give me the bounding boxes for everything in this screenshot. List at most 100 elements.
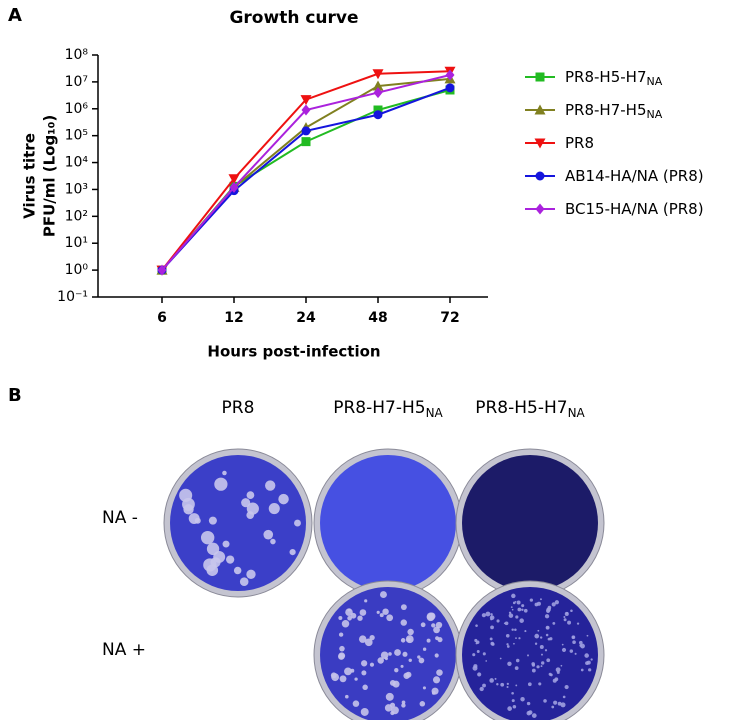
legend-name: PR8 [565,134,594,152]
plaque [560,664,563,667]
plaque [561,647,567,652]
plaque [394,668,399,673]
plaque [543,699,547,703]
plaque [564,685,569,690]
plaque [555,667,561,673]
point [373,105,383,115]
plaque [402,651,408,657]
y-tick-label: 10⁻¹ [57,289,88,305]
plaque [500,682,505,687]
plaque [400,619,407,626]
plaque [521,608,524,612]
plaque [392,680,400,688]
plaque [401,703,406,708]
plaque [384,657,388,661]
plaque [489,678,494,683]
plaque [364,638,373,647]
plaque [540,665,543,668]
plaque [556,670,560,674]
plaque [545,633,549,637]
plaque [561,643,564,646]
point [372,69,384,80]
plaque [426,613,435,622]
plaque [580,668,584,672]
row-label: NA - [102,508,138,528]
plaque [420,622,426,628]
plaque [263,529,274,540]
legend-name: AB14-HA/NA (PR8) [565,167,704,185]
plaque [506,643,509,646]
plaque [330,672,337,679]
plaque [265,480,276,491]
plaque [268,502,280,515]
legend-label: BC15-HA/NA (PR8) [565,200,704,218]
plaque [354,677,358,681]
plaque [479,686,484,692]
chart-title: Growth curve [229,8,358,28]
plaque [527,654,530,657]
column-subscript: NA [568,406,586,420]
plaque [518,637,521,640]
plaque [496,619,500,623]
y-tick-label: 10¹ [65,235,88,251]
plaque [511,628,514,631]
plaque [515,637,517,639]
plaque [358,635,367,643]
point [301,137,311,147]
plaque [475,642,478,645]
plaque [362,684,368,691]
y-axis-label: PFU/ml (Log₁₀) [41,115,59,237]
plate [462,587,598,720]
plaque [407,628,414,636]
plaque [537,629,540,632]
y-tick-label: 10⁷ [65,74,88,90]
plaque [494,677,497,680]
plaque [499,657,502,660]
plaque [576,622,580,625]
plaque [524,630,527,633]
plaque [400,664,404,668]
plaque [338,653,345,660]
y-tick-label: 10² [65,208,88,224]
plaque [507,661,512,666]
plaque [490,616,493,618]
point [300,95,312,106]
plaque [547,605,552,610]
plaque [539,645,544,650]
plaque [565,612,569,615]
plaque [511,608,514,611]
point [535,203,545,215]
plaque [422,686,426,690]
plaque [482,652,486,656]
plaque [341,619,350,628]
plaque [549,673,553,677]
plaque [563,615,566,618]
plaque [496,683,499,686]
column-subscript: NA [426,406,444,420]
plaque [511,699,515,703]
plaque [590,658,593,661]
plaque [572,640,576,645]
plaque [516,600,521,605]
plaque [584,653,589,658]
x-tick-label: 12 [224,310,243,326]
plaque [359,609,367,616]
plaque [515,615,519,619]
plaque [546,658,551,663]
plaque [554,600,559,605]
plaque [431,623,436,628]
plaque [538,682,542,686]
y-tick-label: 10⁰ [65,262,89,278]
plaque [508,611,512,614]
plaque [545,625,550,630]
plaque [506,645,510,648]
plaque [376,610,380,614]
y-tick-label: 10⁵ [65,128,88,144]
point [534,138,546,149]
plaque [380,651,389,660]
plaque [544,614,550,619]
plaque [513,642,515,645]
plaque [485,611,491,617]
row-label: NA + [102,640,146,660]
point [372,80,384,91]
